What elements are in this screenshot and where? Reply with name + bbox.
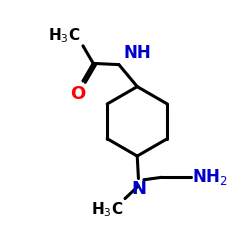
Text: N: N	[131, 180, 146, 198]
Text: NH$_2$: NH$_2$	[192, 167, 228, 187]
Text: H$_3$C: H$_3$C	[48, 26, 80, 44]
Text: H$_3$C: H$_3$C	[92, 200, 124, 219]
Text: O: O	[70, 85, 85, 103]
Text: NH: NH	[123, 44, 151, 62]
